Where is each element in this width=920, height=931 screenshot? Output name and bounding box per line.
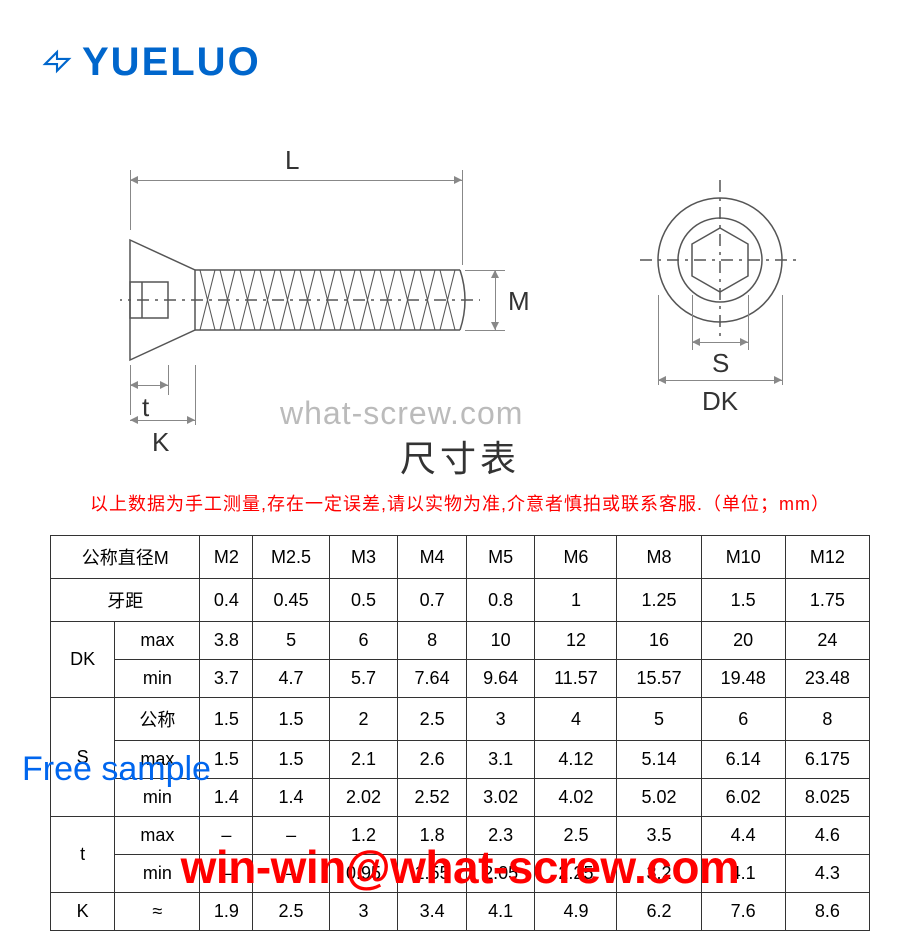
brand-logo: YUELUO (40, 40, 261, 85)
row-s-nom: S 公称 1.51.522.534568 (51, 698, 870, 741)
watermark-text: what-screw.com (280, 395, 523, 432)
dim-label-t: t (142, 392, 149, 423)
free-sample-label: Free sample (22, 750, 211, 789)
label-pitch: 牙距 (51, 579, 200, 622)
label-diameter: 公称直径M (51, 536, 200, 579)
label-DK: DK (51, 622, 115, 698)
brand-name: YUELUO (82, 40, 261, 85)
row-pitch: 牙距 0.40.450.50.70.811.251.51.75 (51, 579, 870, 622)
dim-label-L: L (285, 145, 299, 176)
logo-mark-icon (40, 46, 74, 80)
table-title: 尺寸表 (0, 430, 920, 482)
dim-label-M: M (508, 286, 530, 317)
row-diameter: 公称直径M M2 M2.5 M3 M4 M5 M6 M8 M10 M12 (51, 536, 870, 579)
screw-side-view: L M t K (120, 200, 520, 405)
screw-top-view: S DK (630, 180, 810, 365)
row-k-approx: K ≈ 1.92.533.44.14.96.27.68.6 (51, 893, 870, 931)
label-K: K (51, 893, 115, 931)
contact-email: win-win@what-screw.com (0, 840, 920, 894)
row-dk-max: DK max 3.85681012162024 (51, 622, 870, 660)
dim-label-DK: DK (702, 386, 738, 417)
table-note: 以上数据为手工测量,存在一定误差,请以实物为准,介意者慎拍或联系客服.（单位；m… (0, 490, 920, 516)
row-dk-min: min 3.74.75.77.649.6411.5715.5719.4823.4… (51, 660, 870, 698)
dim-label-S: S (712, 348, 729, 379)
